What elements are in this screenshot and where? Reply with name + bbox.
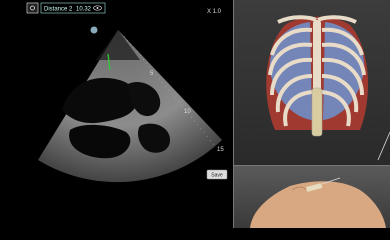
depth-scale: 5 10 15: [123, 35, 224, 153]
rib: [321, 27, 364, 56]
rib: [275, 74, 313, 113]
probe: [311, 87, 323, 137]
clavicles: [277, 15, 357, 24]
simulator-screen: Distance 2 10.32 mm X 1.0 5 10 15 Save: [26, 0, 390, 228]
save-button[interactable]: [206, 169, 228, 180]
patient-torso: [250, 181, 386, 228]
ribs: [268, 27, 366, 127]
chamber: [69, 124, 131, 159]
rib: [321, 57, 364, 96]
torso-shading: [291, 186, 307, 191]
measurement-value: 10.32 mm: [76, 7, 103, 13]
toolbar: Distance 2 10.32 mm: [26, 2, 106, 14]
settings-button[interactable]: [26, 2, 39, 14]
rib: [321, 90, 351, 127]
measurement-label: Distance 2: [44, 7, 73, 13]
rib: [268, 42, 313, 76]
chamber: [128, 81, 161, 117]
chamber: [138, 123, 170, 153]
rib-cage: [266, 15, 390, 161]
rib: [321, 74, 359, 113]
settings-icon: [30, 5, 35, 11]
page: Distance 2 10.32 mm X 1.0 5 10 15 Save: [26, 0, 390, 228]
rib: [270, 27, 313, 56]
save-button-label: Save: [211, 173, 223, 179]
eye-pupil: [96, 7, 99, 9]
depth-label: 10: [184, 109, 191, 115]
chamber: [62, 77, 138, 124]
patient-probe-cable: [321, 177, 341, 185]
sternum: [313, 20, 321, 110]
measurement-box: [40, 2, 106, 14]
rib: [321, 42, 366, 76]
rib: [270, 57, 313, 96]
distance-caliper: [107, 53, 111, 71]
rib: [283, 90, 313, 127]
orientation-marker: [90, 26, 98, 34]
depth-label: 15: [217, 147, 224, 153]
patient-probe: [306, 183, 323, 192]
depth-label: 5: [150, 71, 154, 77]
near-field: [96, 30, 140, 60]
zoom-label: X 1.0: [207, 9, 222, 15]
probe-cable: [377, 131, 390, 161]
eye-icon: [93, 5, 102, 11]
